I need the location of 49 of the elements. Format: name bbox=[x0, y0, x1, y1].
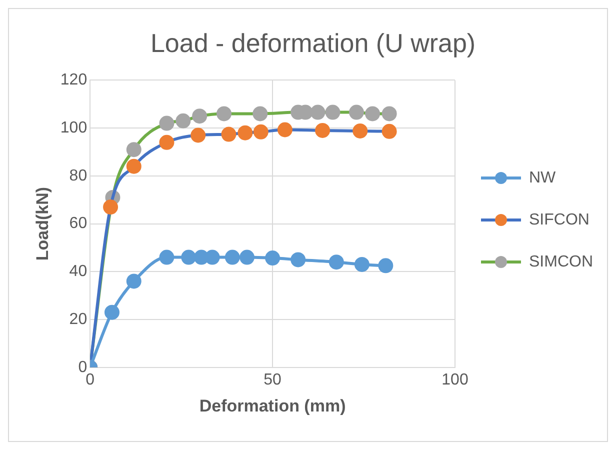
point bbox=[348, 104, 364, 120]
chart-title: Load - deformation (U wrap) bbox=[150, 28, 476, 58]
legend-label: SIFCON bbox=[529, 211, 590, 228]
point bbox=[104, 304, 120, 320]
point bbox=[382, 106, 397, 122]
point bbox=[240, 250, 255, 265]
point bbox=[252, 106, 268, 122]
point bbox=[365, 106, 380, 122]
point bbox=[238, 125, 253, 140]
point bbox=[328, 254, 344, 270]
point bbox=[103, 200, 118, 215]
point bbox=[378, 258, 394, 274]
y-tick-label: 40 bbox=[69, 263, 88, 280]
point bbox=[315, 122, 330, 138]
point bbox=[221, 126, 236, 142]
legend-label: SIMCON bbox=[529, 253, 593, 270]
point bbox=[352, 123, 368, 138]
point bbox=[277, 122, 292, 138]
x-tick-label: 100 bbox=[442, 371, 468, 388]
y-tick-label: 60 bbox=[69, 215, 88, 232]
point bbox=[181, 250, 196, 265]
y-tick-label: 120 bbox=[60, 72, 88, 89]
point bbox=[190, 128, 206, 143]
y-tick-label: 20 bbox=[69, 310, 88, 328]
x-axis-title: Deformation (mm) bbox=[199, 396, 346, 416]
point bbox=[265, 250, 280, 266]
point bbox=[382, 124, 397, 139]
point bbox=[310, 104, 326, 120]
point bbox=[126, 274, 142, 289]
point bbox=[354, 256, 370, 272]
point bbox=[216, 106, 232, 122]
y-tick-label: 80 bbox=[69, 167, 88, 184]
point bbox=[253, 124, 268, 140]
legend-label: NW bbox=[529, 169, 557, 186]
point bbox=[325, 104, 340, 120]
point bbox=[126, 142, 142, 158]
point bbox=[159, 134, 174, 150]
y-axis-title: Load(kN) bbox=[32, 186, 52, 261]
point bbox=[204, 250, 220, 265]
point bbox=[159, 250, 174, 265]
point bbox=[159, 116, 174, 131]
point bbox=[290, 252, 306, 268]
point bbox=[224, 250, 240, 265]
y-tick-label: 0 bbox=[78, 358, 88, 376]
point bbox=[126, 158, 142, 174]
y-tick-label: 100 bbox=[60, 119, 88, 136]
x-tick-label: 50 bbox=[264, 371, 282, 388]
point bbox=[192, 108, 208, 124]
point bbox=[176, 113, 191, 128]
